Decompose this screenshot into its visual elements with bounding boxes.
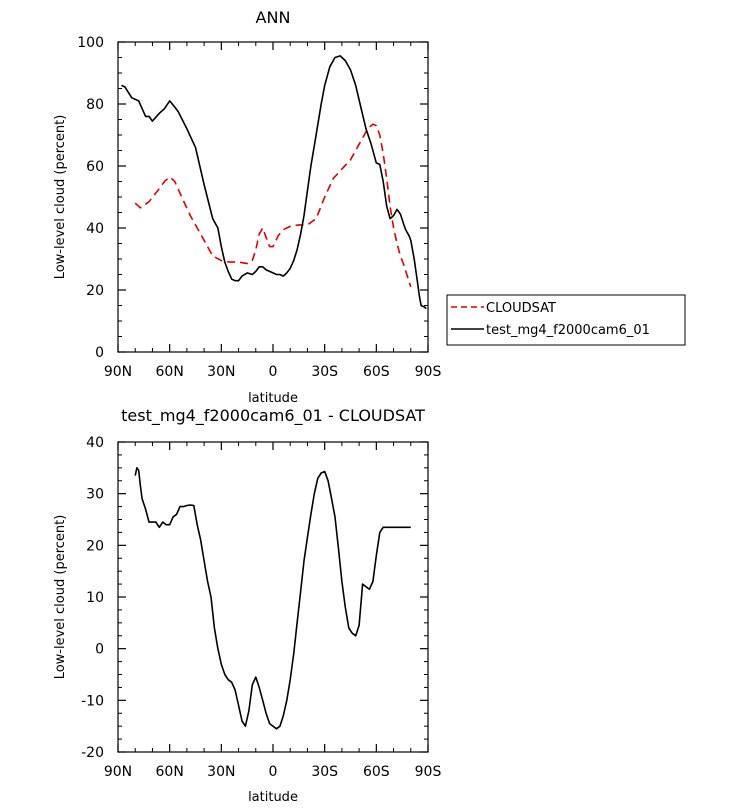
x-tick-label: 60S	[363, 764, 390, 780]
panel-title: ANN	[256, 8, 291, 27]
legend-label: CLOUDSAT	[486, 301, 556, 316]
x-tick-label: 30N	[207, 364, 235, 380]
x-tick-label: 30S	[311, 364, 338, 380]
x-axis-label: latitude	[248, 391, 298, 406]
x-tick-label: 0	[269, 764, 278, 780]
minor-ticks	[118, 442, 428, 752]
y-axis-label: Low-level cloud (percent)	[53, 115, 68, 280]
plot-frame	[117, 441, 429, 753]
series-line-series-0	[134, 466, 411, 730]
y-tick-label: -10	[81, 693, 104, 709]
difference-panel: test_mg4_f2000cam6_01 - CLOUDSAT latitud…	[53, 406, 441, 805]
plot-frame	[117, 41, 429, 353]
y-tick-label: 10	[86, 590, 104, 606]
y-tick-label: 20	[86, 538, 104, 554]
x-tick-label: 60N	[156, 764, 184, 780]
y-tick-label: 60	[86, 159, 104, 175]
y-tick-label: 30	[86, 487, 104, 503]
legend: CLOUDSAT test_mg4_f2000cam6_01	[446, 294, 686, 346]
minor-ticks	[118, 42, 428, 352]
y-tick-label: 80	[86, 97, 104, 113]
x-tick-label: 60N	[156, 364, 184, 380]
annual-mean-panel: ANN latitude Low-level cloud (percent) 9…	[53, 8, 686, 406]
x-tick-label: 30N	[207, 764, 235, 780]
x-tick-label: 90S	[415, 764, 442, 780]
y-tick-label: 100	[77, 35, 104, 51]
y-tick-label: -20	[81, 745, 104, 761]
x-tick-label: 0	[269, 364, 278, 380]
series-line-test-mg4-f2000cam6-01	[121, 55, 427, 310]
series-line-cloudsat	[134, 123, 412, 288]
legend-box	[446, 294, 686, 346]
y-axis-label: Low-level cloud (percent)	[53, 515, 68, 680]
legend-label: test_mg4_f2000cam6_01	[486, 323, 650, 338]
x-axis-label: latitude	[248, 790, 298, 805]
x-tick-label: 90N	[104, 364, 132, 380]
y-tick-label: 40	[86, 221, 104, 237]
y-tick-label: 0	[95, 642, 104, 658]
x-tick-label: 30S	[311, 764, 338, 780]
y-tick-label: 20	[86, 283, 104, 299]
x-tick-label: 90S	[415, 364, 442, 380]
y-tick-label: 0	[95, 345, 104, 361]
panel-title: test_mg4_f2000cam6_01 - CLOUDSAT	[121, 406, 425, 426]
x-tick-label: 90N	[104, 764, 132, 780]
y-tick-label: 40	[86, 435, 104, 451]
x-tick-label: 60S	[363, 364, 390, 380]
